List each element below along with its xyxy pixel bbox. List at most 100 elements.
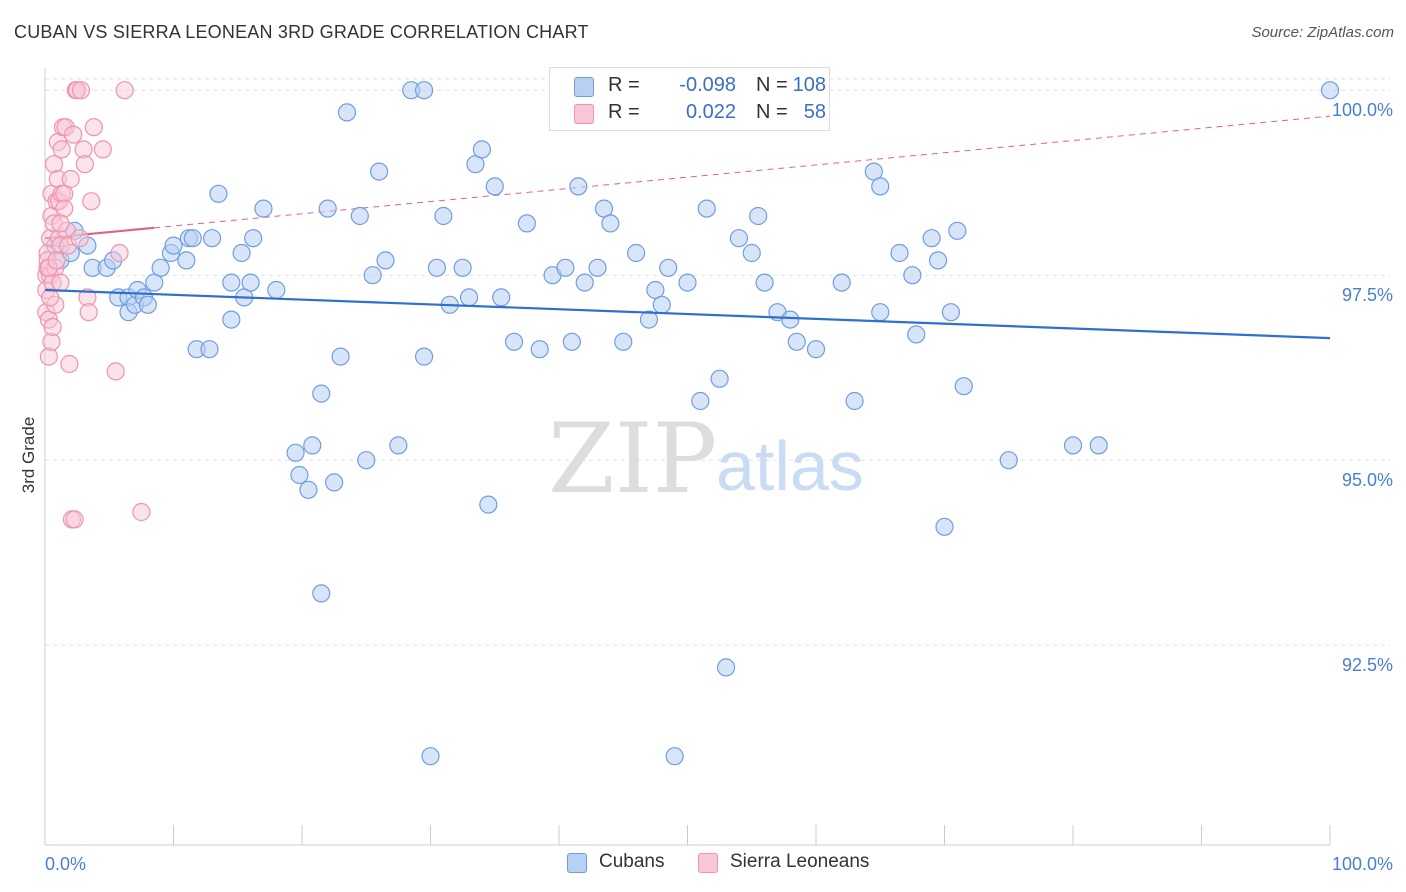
sierra-point [132, 502, 151, 522]
cuban-point [183, 229, 202, 248]
y-axis-label: 3rd Grade [19, 417, 38, 494]
cuban-point [241, 273, 260, 292]
cuban-point [871, 177, 890, 196]
cuban-point [755, 273, 774, 292]
cuban-point [337, 103, 357, 122]
cuban-point [614, 332, 633, 351]
cuban-point [1089, 436, 1108, 455]
cuban-point [652, 295, 671, 314]
cuban-point [202, 229, 222, 248]
cuban-point [267, 280, 286, 300]
cuban-point [453, 258, 472, 277]
cuban-point [999, 451, 1018, 470]
cuban-point [678, 273, 697, 292]
cuban-point [325, 473, 344, 492]
cuban-point [556, 258, 575, 277]
cuban-point [151, 258, 170, 277]
sierra-point [115, 81, 134, 100]
cuban-point [421, 747, 440, 766]
cuban-point [290, 465, 309, 485]
cuban-point [845, 391, 864, 411]
cuban-point [941, 303, 961, 322]
cuban-point [832, 273, 851, 292]
cuban-point [138, 295, 157, 314]
cuban-point [357, 451, 376, 470]
cuban-point [331, 347, 350, 366]
sierra-swatch [698, 853, 718, 873]
cuban-point [922, 229, 941, 248]
legend-r-label: R = [608, 101, 640, 123]
cuban-point [299, 480, 318, 499]
tick-labels: 92.5% 95.0% 97.5% 100.0% 0.0% 100.0% [45, 100, 1393, 874]
cuban-point [164, 236, 183, 255]
watermark-zip: ZIP [548, 403, 717, 515]
cuban-point [871, 303, 890, 322]
cuban-point [414, 81, 434, 100]
sierra-point [65, 510, 84, 529]
cuban-point [504, 332, 524, 351]
cuban-point [350, 206, 369, 226]
cuban-point [806, 340, 826, 359]
legend-n-value: 58 [803, 101, 826, 123]
cuban-point [286, 443, 305, 462]
cuban-point [954, 377, 973, 396]
cuban-point [363, 266, 382, 285]
cuban-point [485, 177, 504, 196]
sierra-trend-line-dashed [154, 115, 1331, 229]
cuban-point [517, 214, 536, 233]
cuban-point [200, 340, 219, 359]
sierra-point [60, 354, 79, 374]
cuban-point [1320, 81, 1340, 100]
cuban-trend-group [44, 288, 1331, 340]
cuban-point [459, 288, 479, 307]
y-tick-label: 92.5% [1342, 655, 1393, 675]
sierra-point [75, 155, 94, 174]
cuban-point [312, 584, 331, 603]
sierra-points [37, 81, 151, 529]
cuban-point [303, 436, 322, 455]
sierra-point [47, 251, 66, 270]
cuban-point [742, 243, 761, 263]
cuban-point [318, 199, 337, 218]
cuban-point [312, 384, 331, 403]
cuban-point [626, 243, 646, 263]
cuban-point [530, 340, 549, 359]
cuban-point [691, 391, 710, 411]
sierra-point [106, 362, 125, 381]
legend-n-label: N = [756, 101, 788, 123]
sierra-point [39, 347, 58, 366]
source-credit: Source: ZipAtlas.com [1251, 24, 1394, 41]
cuban-point [729, 229, 749, 248]
legend-n-label: N = [756, 74, 788, 96]
cuban-point [903, 266, 922, 285]
cuban-point [492, 288, 511, 307]
sierra-point [52, 140, 71, 159]
cuban-point [749, 206, 768, 226]
y-tick-label: 95.0% [1342, 470, 1393, 490]
cuban-point [781, 310, 800, 329]
cuban-point [710, 369, 729, 388]
sierra-trend-group [44, 115, 1331, 240]
cuban-point [376, 251, 395, 270]
cuban-point [659, 258, 678, 277]
cuban-point [562, 332, 581, 351]
x-tick-label: 0.0% [45, 854, 86, 874]
cuban-point [222, 273, 241, 292]
legend-r-value: 0.022 [685, 101, 736, 123]
chart-title: CUBAN VS SIERRA LEONEAN 3RD GRADE CORREL… [14, 22, 589, 42]
cuban-point [569, 177, 588, 196]
sierra-point [70, 229, 89, 248]
sierra-point [79, 303, 98, 322]
cuban-point [232, 243, 251, 263]
cuban-point [370, 162, 389, 181]
cuban-point [890, 243, 909, 263]
sierra-point [71, 81, 91, 100]
sierra-point [110, 243, 129, 263]
sierra-point [41, 288, 60, 307]
cuban-point [907, 325, 926, 344]
cuban-point [787, 332, 806, 351]
y-tick-label: 100.0% [1332, 100, 1393, 120]
sierra-point [51, 273, 70, 292]
watermark-atlas: atlas [716, 427, 864, 505]
cuban-point [588, 258, 607, 277]
